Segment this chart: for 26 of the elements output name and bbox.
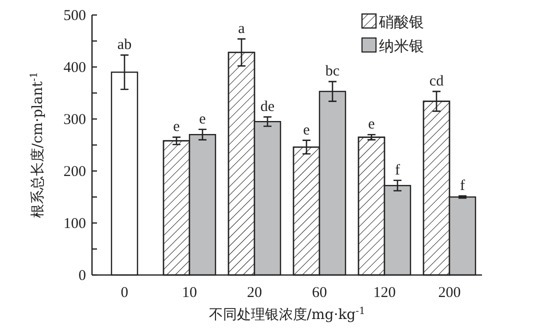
data-label: e (368, 116, 376, 133)
data-label: bc (325, 64, 340, 80)
data-label: de (260, 98, 275, 115)
legend-label: 硝酸银 (378, 13, 424, 31)
x-tick-label: 200 (438, 285, 461, 301)
y-tick-label: 100 (64, 216, 86, 232)
data-label: e (199, 111, 206, 128)
data-label: e (303, 122, 310, 138)
legend-label: 纳米银 (379, 37, 424, 55)
x-tick-label: 0 (120, 285, 128, 301)
data-label: e (173, 119, 180, 136)
x-tick-label: 120 (373, 285, 396, 301)
data-label: a (238, 20, 246, 37)
y-tick-label: 200 (64, 164, 86, 180)
y-tick-label: 300 (64, 112, 86, 128)
data-label: f (460, 178, 465, 194)
x-tick-label: 10 (182, 285, 197, 301)
data-label: ab (117, 37, 132, 54)
y-tick-label: 0 (78, 268, 86, 284)
data-label: cd (429, 73, 444, 90)
y-tick-label: 500 (64, 8, 86, 24)
y-tick-label: 400 (64, 60, 86, 76)
x-tick-label: 60 (312, 285, 327, 301)
x-axis-title: 不同处理银浓度/mg·kg$^{-1}$ (208, 306, 366, 323)
data-label: f (395, 162, 400, 178)
x-tick-label: 20 (247, 285, 262, 301)
